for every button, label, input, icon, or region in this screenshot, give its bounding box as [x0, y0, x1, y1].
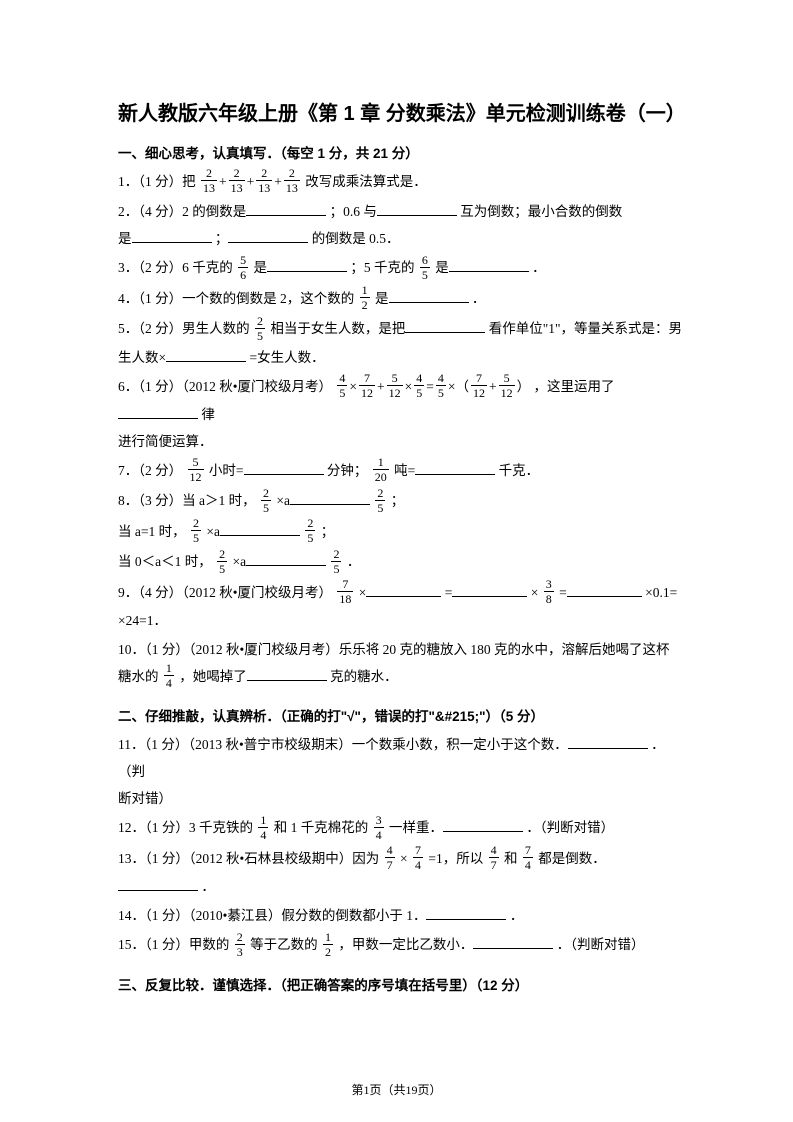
blank[interactable] [132, 229, 212, 244]
question-9: 9．（4 分）（2012 秋•厦门校级月考） 718 × = × 38 = ×0… [118, 579, 683, 634]
blank[interactable] [405, 319, 485, 334]
question-7: 7．（2 分） 512 小时= 分钟； 120 吨= 千克． [118, 457, 683, 485]
blank[interactable] [443, 818, 523, 833]
blank[interactable] [452, 582, 527, 597]
page-total: 19 [406, 1083, 418, 1097]
blank[interactable] [220, 521, 300, 536]
question-3: 3．（2 分）6 千克的 56 是 ；5 千克的 65 是 ． [118, 254, 683, 282]
frac-4-7: 47 [385, 844, 395, 871]
blank[interactable] [389, 288, 469, 303]
blank[interactable] [267, 258, 347, 273]
blank[interactable] [568, 735, 648, 750]
blank[interactable] [426, 906, 506, 921]
blank[interactable] [166, 347, 246, 362]
blank[interactable] [247, 667, 327, 682]
frac-6-5: 65 [420, 254, 430, 281]
blank[interactable] [415, 461, 495, 476]
blank[interactable] [290, 491, 370, 506]
frac-2-3: 23 [235, 931, 245, 958]
blank[interactable] [366, 582, 441, 597]
blank[interactable] [228, 229, 308, 244]
blank[interactable] [118, 877, 198, 892]
frac-1-20: 120 [373, 456, 389, 483]
frac-3-4: 34 [374, 814, 384, 841]
frac-2-13: 213 [201, 167, 217, 194]
frac-7-18: 718 [337, 578, 353, 605]
question-10: 10．（1 分）（2012 秋•厦门校级月考）乐乐将 20 克的糖放入 180 … [118, 636, 683, 691]
frac-5-12: 512 [188, 456, 204, 483]
frac-5-6: 56 [238, 254, 248, 281]
question-14: 14．（1 分）（2010•綦江县）假分数的倒数都小于 1． ． [118, 902, 683, 929]
question-15: 15．（1 分）甲数的 23 等于乙数的 12 ，甲数一定比乙数小． ．（判断对… [118, 931, 683, 959]
frac-1-4: 14 [164, 662, 174, 689]
blank[interactable] [567, 582, 642, 597]
q1-prefix: 1．（1 分）把 [118, 174, 196, 189]
question-12: 12．（1 分）3 千克铁的 14 和 1 千克棉花的 34 一样重． ．（判断… [118, 814, 683, 842]
frac-3-8: 38 [544, 578, 554, 605]
section-2-head: 二、仔细推敲，认真辨析．（正确的打"√"，错误的打"&#215;"）（5 分） [118, 705, 683, 725]
blank[interactable] [377, 202, 457, 217]
frac-2-5: 25 [255, 315, 265, 342]
exam-page: 新人教版六年级上册《第 1 章 分数乘法》单元检测训练卷（一） 一、细心思考，认… [0, 0, 793, 1040]
question-8-line2: 当 a=1 时， 25 ×a 25 ； [118, 518, 683, 546]
question-4: 4．（1 分）一个数的倒数是 2，这个数的 12 是 ． [118, 285, 683, 313]
section-3-head: 三、反复比较．谨慎选择．（把正确答案的序号填在括号里）（12 分） [118, 974, 683, 994]
blank[interactable] [246, 552, 326, 567]
page-footer: 第1页（共19页） [0, 1081, 793, 1098]
frac-1-2: 12 [360, 284, 370, 311]
blank[interactable] [449, 258, 529, 273]
question-13: 13．（1 分）（2012 秋•石林县校级期中）因为 47 × 74 =1，所以… [118, 845, 683, 900]
question-8-line3: 当 0＜a＜1 时， 25 ×a 25 ． [118, 548, 683, 576]
blank[interactable] [246, 202, 326, 217]
question-8: 8．（3 分）当 a＞1 时， 25 ×a 25 ； [118, 487, 683, 515]
blank[interactable] [473, 935, 553, 950]
frac-7-4: 74 [413, 844, 423, 871]
question-5: 5．（2 分）男生人数的 25 相当于女生人数，是把 看作单位"1"，等量关系式… [118, 315, 683, 370]
question-2: 2．（4 分）2 的倒数是 ；0.6 与 互为倒数；最小合数的倒数 是 ； 的倒… [118, 198, 683, 252]
question-6: 6．（1 分）（2012 秋•厦门校级月考） 45×712+512×45=45×… [118, 373, 683, 455]
blank[interactable] [244, 461, 324, 476]
question-11: 11．（1 分）（2013 秋•普宁市校级期末）一个数乘小数，积一定小于这个数．… [118, 731, 683, 812]
blank[interactable] [118, 405, 198, 420]
section-1-head: 一、细心思考，认真填写．（每空 1 分，共 21 分） [118, 142, 683, 162]
question-1: 1．（1 分）把 213+213+213+213 改写成乘法算式是． [118, 168, 683, 196]
page-title: 新人教版六年级上册《第 1 章 分数乘法》单元检测训练卷（一） [118, 100, 683, 128]
